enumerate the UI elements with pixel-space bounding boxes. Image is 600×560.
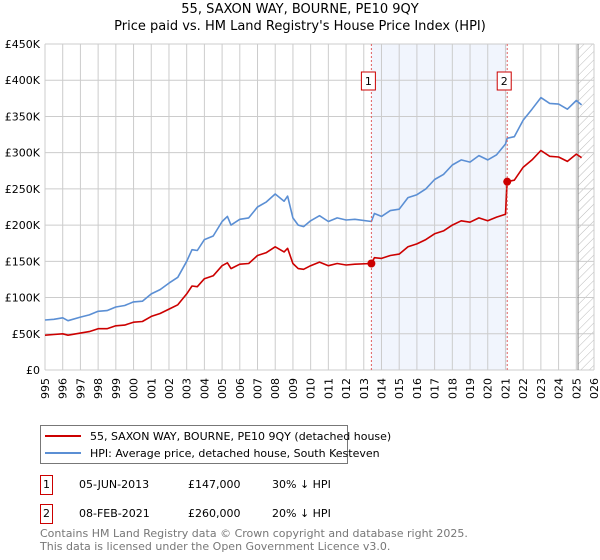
x-tick-label: 2020 [482,378,495,400]
x-tick-label: 2001 [145,378,158,400]
y-tick-label: £150K [5,255,41,268]
legend-item-property: 55, SAXON WAY, BOURNE, PE10 9QY (detache… [45,429,391,443]
legend-swatch-red [45,435,81,437]
x-tick-label: 2017 [429,378,442,400]
x-tick-label: 2003 [181,378,194,400]
x-tick-label: 2026 [588,378,600,400]
x-tick-label: 2014 [375,378,388,400]
transaction-row: 1 05-JUN-2013 £147,000 30% ↓ HPI [40,475,600,495]
transaction-date: 08-FEB-2021 [79,507,150,520]
sale-label: 2 [501,75,508,88]
chart-subtitle: Price paid vs. HM Land Registry's House … [114,19,486,34]
x-tick-label: 1995 [39,378,52,400]
x-tick-label: 2012 [340,378,353,400]
transaction-price: £147,000 [188,478,241,491]
forecast-hatch [578,44,594,370]
footer-line: This data is licensed under the Open Gov… [40,540,391,553]
x-tick-label: 2010 [305,378,318,400]
sale-point [367,259,376,268]
x-tick-label: 2000 [128,378,141,400]
transaction-date: 05-JUN-2013 [79,478,150,491]
sale-point [503,177,512,186]
price-chart: 1 2 1995 1996 1997 1998 1999 2000 2001 2002 2003 20… [5,38,600,400]
x-tick-label: 2009 [287,378,300,400]
x-tick-label: 2015 [393,378,406,400]
x-tick-label: 2022 [517,378,530,400]
legend-label: HPI: Average price, detached house, Sout… [90,446,380,460]
sale-label-box [360,71,376,91]
x-tick-label: 2024 [553,378,566,400]
x-tick-label: 2006 [234,378,247,400]
y-tick-label: £300K [5,147,41,160]
x-tick-label: 2016 [411,378,424,400]
transaction-badge: 2 [40,504,53,524]
plot-area [45,44,594,370]
y-tick-label: £250K [5,183,41,196]
y-tick-label: £0 [26,364,40,377]
x-tick-label: 1996 [57,378,70,400]
y-tick-label: £350K [5,110,41,123]
sale-label: 1 [365,75,372,88]
x-tick-label: 2002 [163,378,176,400]
x-tick-label: 1998 [92,378,105,400]
legend-label: 55, SAXON WAY, BOURNE, PE10 9QY (detache… [90,429,392,443]
x-tick-label: 2023 [535,378,548,400]
x-tick-label: 1997 [74,378,87,400]
x-tick-label: 2013 [358,378,371,400]
y-tick-label: £50K [12,328,41,341]
transaction-hpi: 30% ↓ HPI [272,478,331,491]
x-tick-label: 2021 [499,378,512,400]
legend-item-hpi: HPI: Average price, detached house, Sout… [45,446,380,460]
legend-swatch-blue [45,452,81,454]
transaction-badge: 1 [40,475,53,495]
y-tick-label: £200K [5,219,41,232]
x-tick-label: 2008 [269,378,282,400]
x-tick-label: 2011 [322,378,335,400]
x-tick-label: 2018 [446,378,459,400]
series-line [44,96,583,322]
transaction-price: £260,000 [188,507,241,520]
x-tick-label: 2007 [252,378,265,400]
transaction-hpi: 20% ↓ HPI [272,507,331,520]
y-tick-label: £100K [5,292,41,305]
y-tick-label: £450K [5,38,41,51]
x-tick-label: 1999 [110,378,123,400]
x-tick-label: 2019 [464,378,477,400]
sale-label-box [496,71,512,91]
footer-line: Contains HM Land Registry data © Crown c… [40,527,468,540]
x-tick-label: 2025 [570,378,583,400]
legend: 55, SAXON WAY, BOURNE, PE10 9QY (detache… [40,425,391,464]
y-tick-label: £400K [5,74,41,87]
series-line [44,149,583,337]
footer: Contains HM Land Registry data © Crown c… [40,527,468,553]
chart-title: 55, SAXON WAY, BOURNE, PE10 9QY [181,2,419,17]
transaction-row: 2 08-FEB-2021 £260,000 20% ↓ HPI [40,504,600,524]
x-tick-label: 2004 [198,378,211,400]
sale-period-shade [371,44,508,370]
x-tick-label: 2005 [216,378,229,400]
